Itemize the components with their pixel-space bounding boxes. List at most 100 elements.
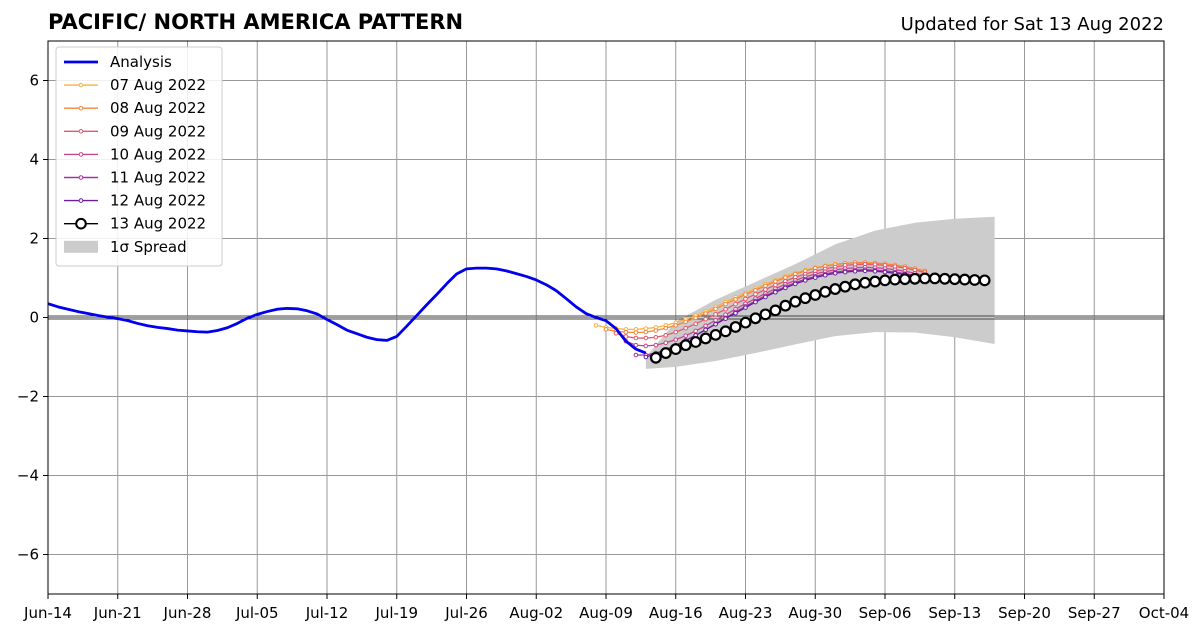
legend-label-7: 13 Aug 2022 [110,215,206,233]
series-point-1-6 [663,325,669,331]
series-point-4-0 [633,352,639,358]
series-point-2-9 [703,316,708,322]
series-point-1-7 [673,323,679,328]
series-point-2-8 [693,321,698,327]
y-tick-label-6: 6 [29,72,39,90]
x-tick-label-5: Jul-19 [374,604,418,622]
series-point-2-4 [653,334,659,340]
series-point-3-8 [703,323,708,329]
series-2 [613,261,928,341]
series-point-6-12 [769,304,782,317]
legend-label-8: 1σ Spread [110,238,187,256]
series-point-6-4 [689,336,702,348]
series-point-2-5 [663,332,669,338]
series-point-2-6 [673,329,679,335]
series-point-1-13 [733,297,738,302]
series-point-6-25 [899,273,911,286]
y-tick-label-3: 0 [29,309,39,327]
series-point-2-15 [763,287,768,292]
legend-swatch-8 [64,240,98,253]
legend-label-4: 10 Aug 2022 [110,145,206,163]
series-lines [593,260,991,364]
series-point-5-10 [743,305,748,310]
x-tick-label-10: Aug-23 [719,604,773,622]
series-point-3-6 [683,333,689,338]
series-point-3-7 [693,328,698,334]
series-point-6-23 [879,274,891,287]
series-point-6-21 [859,276,871,289]
legend-marker-6 [78,198,84,203]
series-point-2-10 [713,312,718,317]
chart-subtitle: Updated for Sat 13 Aug 2022 [901,14,1164,35]
series-point-3-3 [653,342,659,348]
series-point-3-2 [643,343,649,349]
legend-item-0: Analysis [64,53,172,71]
series-point-6-20 [849,278,862,291]
series-point-6-3 [679,339,692,352]
legend: Analysis 07 Aug 2022 08 Aug 2022 09 Aug 202… [55,46,223,267]
legend-label-5: 11 Aug 2022 [110,169,206,187]
y-tick-label-2: −2 [17,388,39,406]
series-point-2-1 [623,334,629,339]
series-point-6-19 [839,280,852,293]
legend-label-1: 07 Aug 2022 [110,76,206,94]
x-tick-label-12: Sep-06 [859,604,912,622]
series-point-5-9 [733,310,738,316]
series-point-5-23 [872,268,878,274]
series-point-6-0 [649,351,662,364]
series-point-3-1 [633,342,639,348]
series-point-1-5 [653,328,659,333]
series-point-6-8 [729,321,742,333]
zero-line [48,315,1164,320]
series-point-6-2 [669,343,682,356]
series-point-6-10 [749,312,762,325]
series-point-6-18 [829,283,842,295]
x-tick-label-2: Jun-28 [163,604,212,622]
x-tick-label-4: Jul-12 [305,604,349,622]
series-point-6-27 [918,272,931,285]
x-tick-label-16: Oct-04 [1139,604,1189,622]
series-point-5-17 [812,275,818,280]
series-point-1-2 [623,329,629,335]
x-tick-label-7: Aug-02 [509,604,563,622]
series-point-6-7 [719,325,732,338]
legend-label-0: Analysis [110,53,172,71]
series-point-6-9 [739,316,752,329]
series-point-6-24 [889,273,901,286]
series-point-6-15 [799,292,812,305]
series-point-1-4 [643,329,649,335]
y-tick-label-4: 2 [29,230,39,248]
series-point-5-13 [773,289,778,295]
legend-marker-5 [78,175,84,180]
chart-title: PACIFIC/ NORTH AMERICA PATTERN [48,10,463,34]
series-point-5-19 [832,270,838,276]
series-point-6-31 [958,273,971,286]
x-tick-label-3: Jul-05 [235,604,279,622]
y-axis: −6 −4 −2 0 2 4 6 [17,72,48,564]
series-point-5-11 [753,299,758,305]
series-point-5-16 [802,278,808,283]
x-tick-label-0: Jun-14 [23,604,72,622]
legend-box [55,46,223,267]
y-tick-label-0: −6 [17,546,39,564]
series-point-6-13 [779,299,792,312]
series-point-1-0 [603,327,609,332]
y-tick-label-5: 4 [29,151,39,169]
series-point-1-11 [713,306,718,312]
analysis-series-line [47,266,647,355]
y-tick-label-1: −4 [17,467,39,485]
x-tick-label-6: Jul-26 [444,604,488,622]
series-point-6-28 [928,272,941,285]
series-point-2-7 [683,325,689,331]
legend-label-3: 09 Aug 2022 [110,122,206,140]
series-point-5-20 [842,269,848,275]
series-point-6-26 [908,272,921,285]
series-point-6-32 [968,274,981,286]
x-tick-label-13: Sep-13 [928,604,981,622]
series-point-1-10 [703,311,708,316]
series-point-6-22 [869,275,881,288]
series-point-2-11 [723,306,728,312]
series-point-6-29 [938,272,951,285]
series-point-1-3 [633,330,639,335]
